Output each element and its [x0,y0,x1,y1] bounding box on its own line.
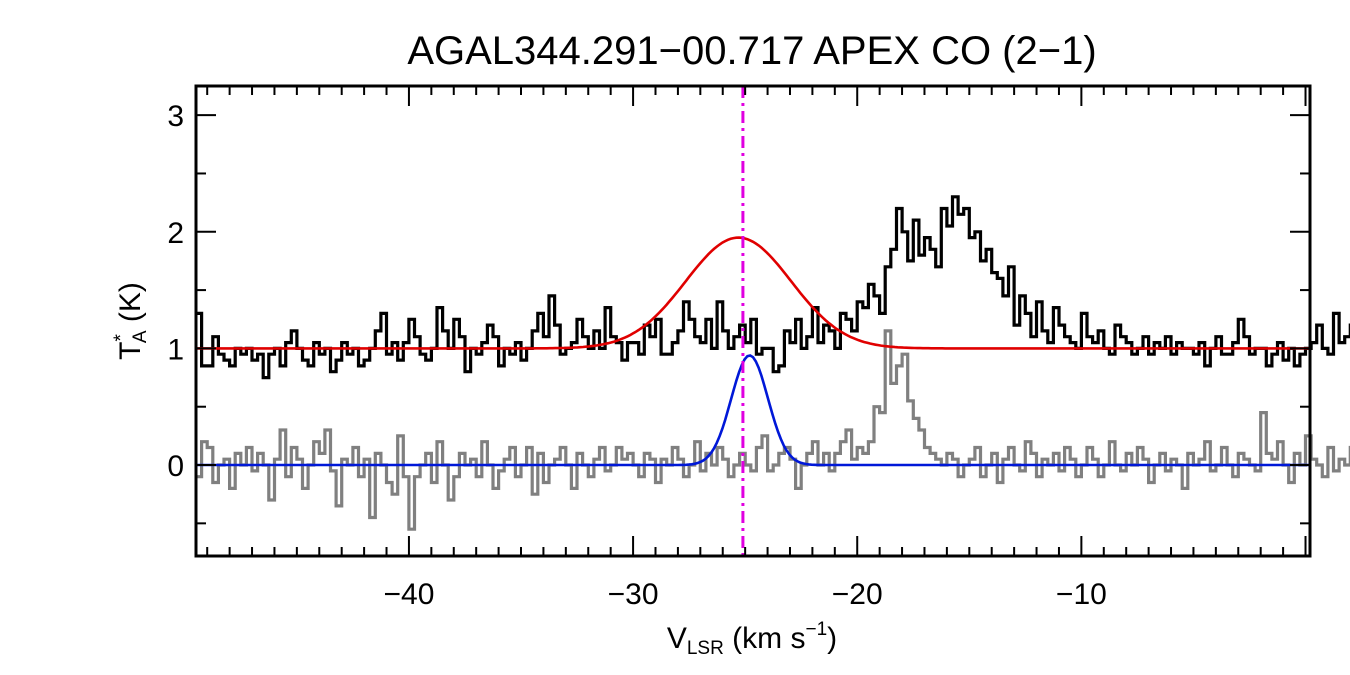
chart-title: AGAL344.291−00.717 APEX CO (2−1) [407,29,1096,73]
gaussian-fit-line [196,354,1310,467]
y-tick-label: 2 [167,217,184,250]
gaussian-fit-offset-line [196,236,1310,350]
spectrum-line [196,329,1350,531]
x-tick-label: −40 [383,578,434,611]
y-axis-label: T*A (K) [111,282,151,360]
fit-layer [196,236,1310,467]
series-layer [196,195,1350,531]
spectrum-offset-line [196,195,1350,380]
y-tick-label: 1 [167,333,184,366]
x-tick-label: −10 [1056,578,1107,611]
x-axis-label: VLSR (km s−1) [667,619,837,659]
x-tick-label: −30 [608,578,659,611]
plot-frame [194,84,1312,558]
x-tick-label: −20 [832,578,883,611]
plot-area: −40 −30 −20 −10 0 1 2 3 [167,84,1350,611]
tick-layer: −40 −30 −20 −10 0 1 2 3 [167,86,1310,611]
y-tick-label: 3 [167,100,184,133]
y-tick-label: 0 [167,450,184,483]
